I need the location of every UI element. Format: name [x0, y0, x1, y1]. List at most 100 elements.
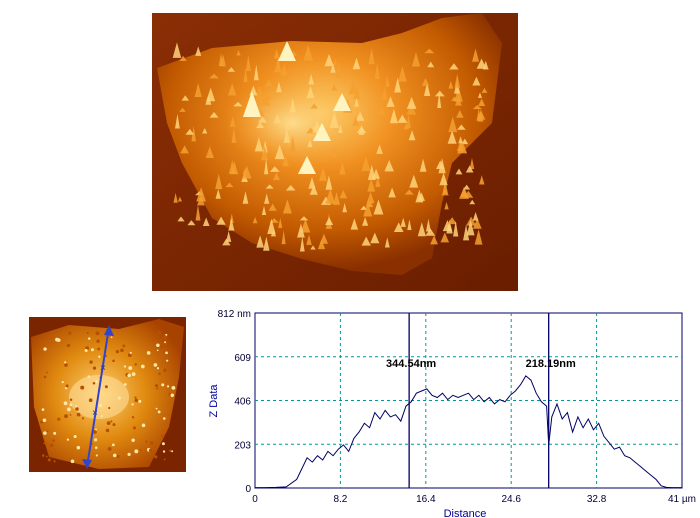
texture-dot: [131, 403, 134, 406]
surface-spike: [448, 116, 458, 133]
texture-dot: [112, 453, 117, 458]
surface-spike: [194, 82, 202, 98]
texture-dot: [161, 434, 165, 438]
surface-spike: [180, 145, 190, 154]
surface-spike: [300, 218, 311, 233]
texture-dot: [53, 460, 56, 463]
surface-spike: [354, 97, 360, 107]
texture-dot: [166, 385, 170, 388]
surface-spike: [256, 122, 265, 129]
texture-dot: [128, 366, 133, 370]
texture-dot: [161, 442, 165, 446]
texture-dot: [46, 430, 49, 433]
surface-spike: [439, 172, 448, 186]
surface-spike: [272, 172, 280, 181]
surface-spike: [407, 219, 412, 230]
surface-spike: [404, 189, 414, 195]
surface-spike: [187, 220, 196, 226]
surface-spike: [466, 219, 475, 236]
surface-spike: [449, 63, 459, 70]
texture-dot: [159, 344, 163, 348]
tall-peak: [298, 156, 316, 174]
surface-spike: [424, 48, 435, 54]
surface-spike: [403, 123, 410, 130]
texture-dot: [98, 403, 103, 408]
surface-spike: [206, 87, 216, 102]
surface-spike: [276, 81, 282, 93]
surface-spike: [228, 218, 235, 231]
surface-spike: [339, 161, 346, 175]
texture-dot: [138, 399, 142, 403]
texture-dot: [164, 341, 167, 344]
texture-dot: [93, 430, 97, 434]
y-axis-label: Z Data: [208, 384, 220, 418]
surface-spike: [273, 48, 280, 59]
surface-spike: [472, 48, 480, 62]
surface-spike: [447, 217, 457, 225]
surface-spike: [299, 216, 309, 221]
surface-spike: [425, 228, 436, 236]
surface-spike: [317, 239, 326, 250]
surface-spike: [363, 202, 373, 217]
texture-dot: [163, 335, 168, 340]
surface-spike: [333, 191, 340, 205]
texture-dot: [112, 359, 115, 363]
surface-spike: [243, 67, 248, 83]
surface-spike: [427, 61, 435, 68]
surface-spike: [367, 178, 376, 192]
surface-spike: [282, 154, 289, 167]
texture-dot: [117, 396, 121, 400]
surface-spike: [457, 140, 468, 154]
surface-spike: [177, 216, 185, 222]
surface-spike: [454, 73, 460, 88]
surface-spike: [406, 96, 417, 109]
texture-dot: [45, 455, 48, 458]
texture-dot: [80, 385, 85, 390]
texture-dot: [155, 407, 158, 410]
scan-marker-1: ×: [100, 363, 106, 374]
surface-spike: [448, 80, 454, 89]
surface-spike: [393, 222, 404, 232]
surface-spike: [231, 127, 237, 143]
surface-spike: [254, 137, 263, 152]
texture-dot: [123, 365, 127, 368]
surface-spike: [181, 95, 190, 101]
texture-dot: [66, 438, 70, 441]
texture-dot: [146, 351, 151, 355]
surface-spike: [361, 156, 371, 172]
texture-dot: [75, 405, 78, 408]
surface-spike: [306, 85, 315, 99]
texture-dot: [70, 459, 75, 464]
texture-dot: [157, 331, 161, 335]
surface-spike: [319, 167, 327, 181]
surface-spike: [472, 211, 479, 221]
texture-dot: [88, 337, 91, 340]
texture-dot: [47, 458, 51, 462]
texture-dot: [163, 458, 166, 461]
scan-marker-2: ×: [92, 408, 98, 419]
surface-spike: [261, 205, 267, 216]
surface-spike: [227, 67, 236, 72]
y-tick-label: 812 nm: [218, 309, 251, 320]
surface-spike: [253, 64, 259, 81]
surface-spike: [457, 124, 466, 130]
texture-dot: [112, 423, 116, 427]
surface-spike: [338, 124, 343, 133]
surface-spike: [173, 192, 178, 203]
surface-spike: [423, 82, 431, 96]
texture-dot: [105, 428, 110, 433]
texture-dot: [161, 383, 165, 387]
texture-dot: [152, 452, 155, 455]
surface-spike: [245, 55, 251, 71]
surface-spike: [216, 216, 226, 225]
texture-dot: [100, 415, 103, 418]
surface-spike: [324, 53, 334, 67]
texture-dot: [122, 344, 126, 348]
surface-spike: [415, 189, 424, 203]
texture-dot: [134, 363, 137, 366]
surface-spike: [411, 52, 421, 67]
surface-spike: [263, 236, 270, 251]
surface-spike: [463, 184, 471, 190]
surface-spike: [442, 178, 448, 194]
texture-dot: [108, 406, 111, 410]
